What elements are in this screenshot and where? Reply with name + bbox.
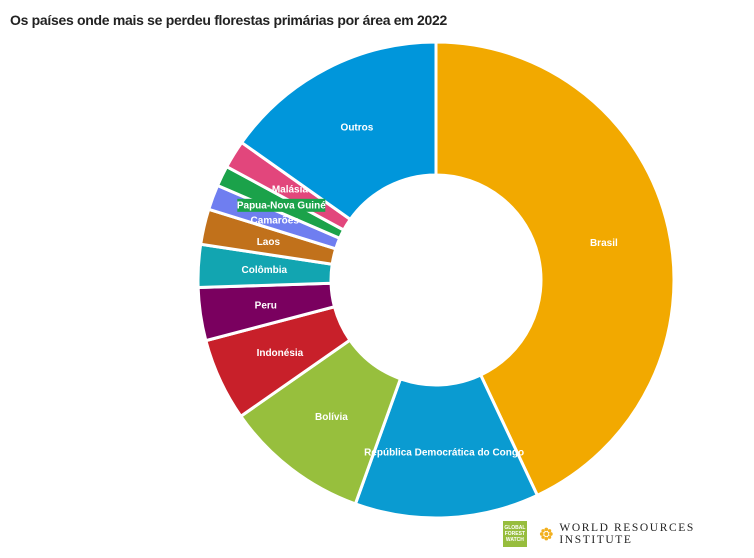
- slice-label: Papua-Nova Guiné: [237, 200, 326, 211]
- slice-label: República Democrática do Congo: [364, 447, 524, 458]
- gfw-logo: GLOBAL FOREST WATCH: [503, 521, 527, 547]
- slice-label: Outros: [341, 123, 374, 134]
- slice-label: Indonésia: [257, 348, 304, 359]
- slice-label: Camarões: [251, 216, 300, 227]
- slice-label: Brasil: [590, 238, 618, 249]
- wri-logo-icon: [539, 527, 553, 541]
- slice-label: Malásia: [272, 185, 309, 196]
- slice-label: Colômbia: [242, 265, 288, 276]
- slice-label: Peru: [255, 300, 277, 311]
- slice-brasil: [434, 40, 676, 497]
- slice-label: Bolívia: [315, 412, 348, 423]
- chart-title: Os países onde mais se perdeu florestas …: [10, 12, 447, 28]
- wri-logo-text: WORLD RESOURCES INSTITUTE: [559, 522, 695, 546]
- label-background: [237, 198, 326, 212]
- logos: GLOBAL FOREST WATCH WORLD RESOURCES INSTIT…: [503, 521, 754, 547]
- slice-label: Laos: [257, 237, 281, 248]
- slice-outros: [240, 40, 438, 221]
- slice-república-democrática-do-congo: [353, 373, 539, 520]
